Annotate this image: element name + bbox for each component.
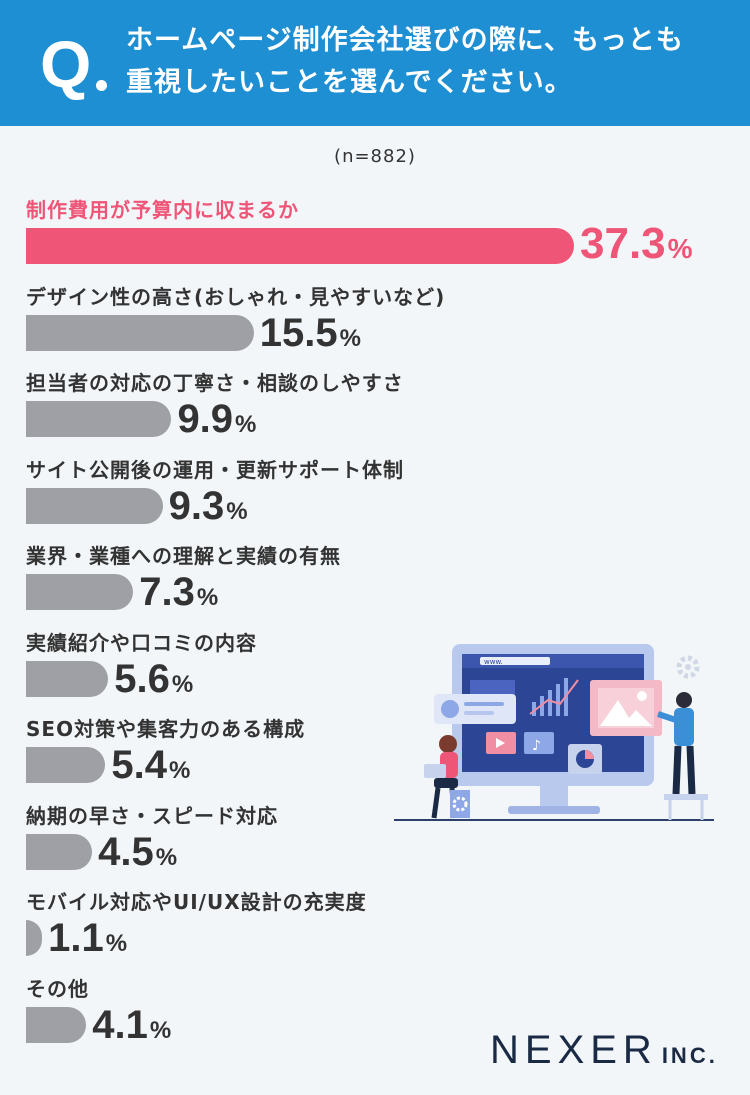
question-line-2: 重視したいことを選んでください。 [126,67,573,98]
logo-suffix: INC. [661,1043,718,1068]
q-dot [96,80,107,91]
bar-value-percent: % [226,497,248,525]
bar-value-label: 4.1% [92,1003,171,1053]
bar-value-label: 7.3% [139,570,218,620]
bar-value-number: 37.3 [580,219,666,268]
bar-label: 納期の早さ・スピード対応 [26,803,278,828]
bar-value-label: 9.3% [169,484,248,534]
bar-value-label: 5.6% [114,657,193,707]
sample-size: (n=882) [334,146,416,167]
bar-value-number: 1.1 [48,916,104,960]
bar-value-number: 9.3 [168,483,225,528]
bar [26,228,574,264]
bar-label: 制作費用が予算内に収まるか [26,198,299,222]
bar-value-number: 5.4 [111,743,167,787]
bar-label: サイト公開後の運用・更新サポート体制 [26,457,404,482]
bar-label: モバイル対応やUI/UX設計の充実度 [26,890,367,914]
bar [26,314,254,351]
bar-value-percent: % [235,411,257,438]
bar-value-label: 37.3% [580,222,693,271]
bar-label: 実績紹介や口コミの内容 [26,630,257,655]
bar-label: 担当者の対応の丁寧さ・相談のしやすさ [26,371,404,395]
bar-value-label: 15.5% [260,311,361,361]
question-text: ホームページ制作会社選びの際に、もっとも 重視したいことを選んでください。 [126,20,726,104]
question-line-1: ホームページ制作会社選びの際に、もっとも [126,25,684,56]
bar-value-label: 5.4% [111,743,190,793]
nexer-logo: NEXER INC. [490,1028,718,1073]
bar [26,747,106,783]
bar-value-label: 9.9% [177,397,256,447]
bar [26,833,93,870]
bar-value-number: 4.5 [98,829,154,874]
bar [26,487,163,524]
bar-value-percent: % [155,843,178,871]
bar-label: SEO対策や集客力のある構成 [26,717,306,741]
bar-value-label: 1.1% [48,916,127,966]
bar-value-percent: % [171,670,194,698]
bar-value-percent: % [168,757,191,784]
bar-value-number: 7.3 [139,570,195,614]
bar [26,660,109,697]
bar-value-number: 4.1 [92,1002,148,1047]
bar-value-number: 5.6 [114,656,170,701]
office-illustration-icon: www. ♪ [394,644,714,821]
bar-value-percent: % [339,324,361,352]
bar-label: デザイン性の高さ(おしゃれ・見やすいなど) [26,284,446,309]
bar-value-percent: % [667,233,693,264]
bar-value-number: 9.9 [177,397,234,441]
bar [26,920,43,956]
browser-url-text: www. [484,658,503,666]
bar-label: その他 [26,976,89,1001]
bar-value-percent: % [196,584,219,611]
bar [26,401,172,437]
bar-value-percent: % [105,930,128,957]
bar-value-label: 4.5% [98,830,177,880]
bar-value-percent: % [149,1016,172,1044]
question-header: Q ホームページ制作会社選びの際に、もっとも 重視したいことを選んでください。 [0,0,750,126]
bar [26,574,134,610]
logo-name: NEXER [490,1028,658,1072]
bar-label: 業界・業種への理解と実績の有無 [26,544,341,568]
svg-text:♪: ♪ [532,738,541,754]
q-letter: Q [40,27,92,101]
bar-value-number: 15.5 [259,310,338,355]
bar [26,1006,87,1043]
